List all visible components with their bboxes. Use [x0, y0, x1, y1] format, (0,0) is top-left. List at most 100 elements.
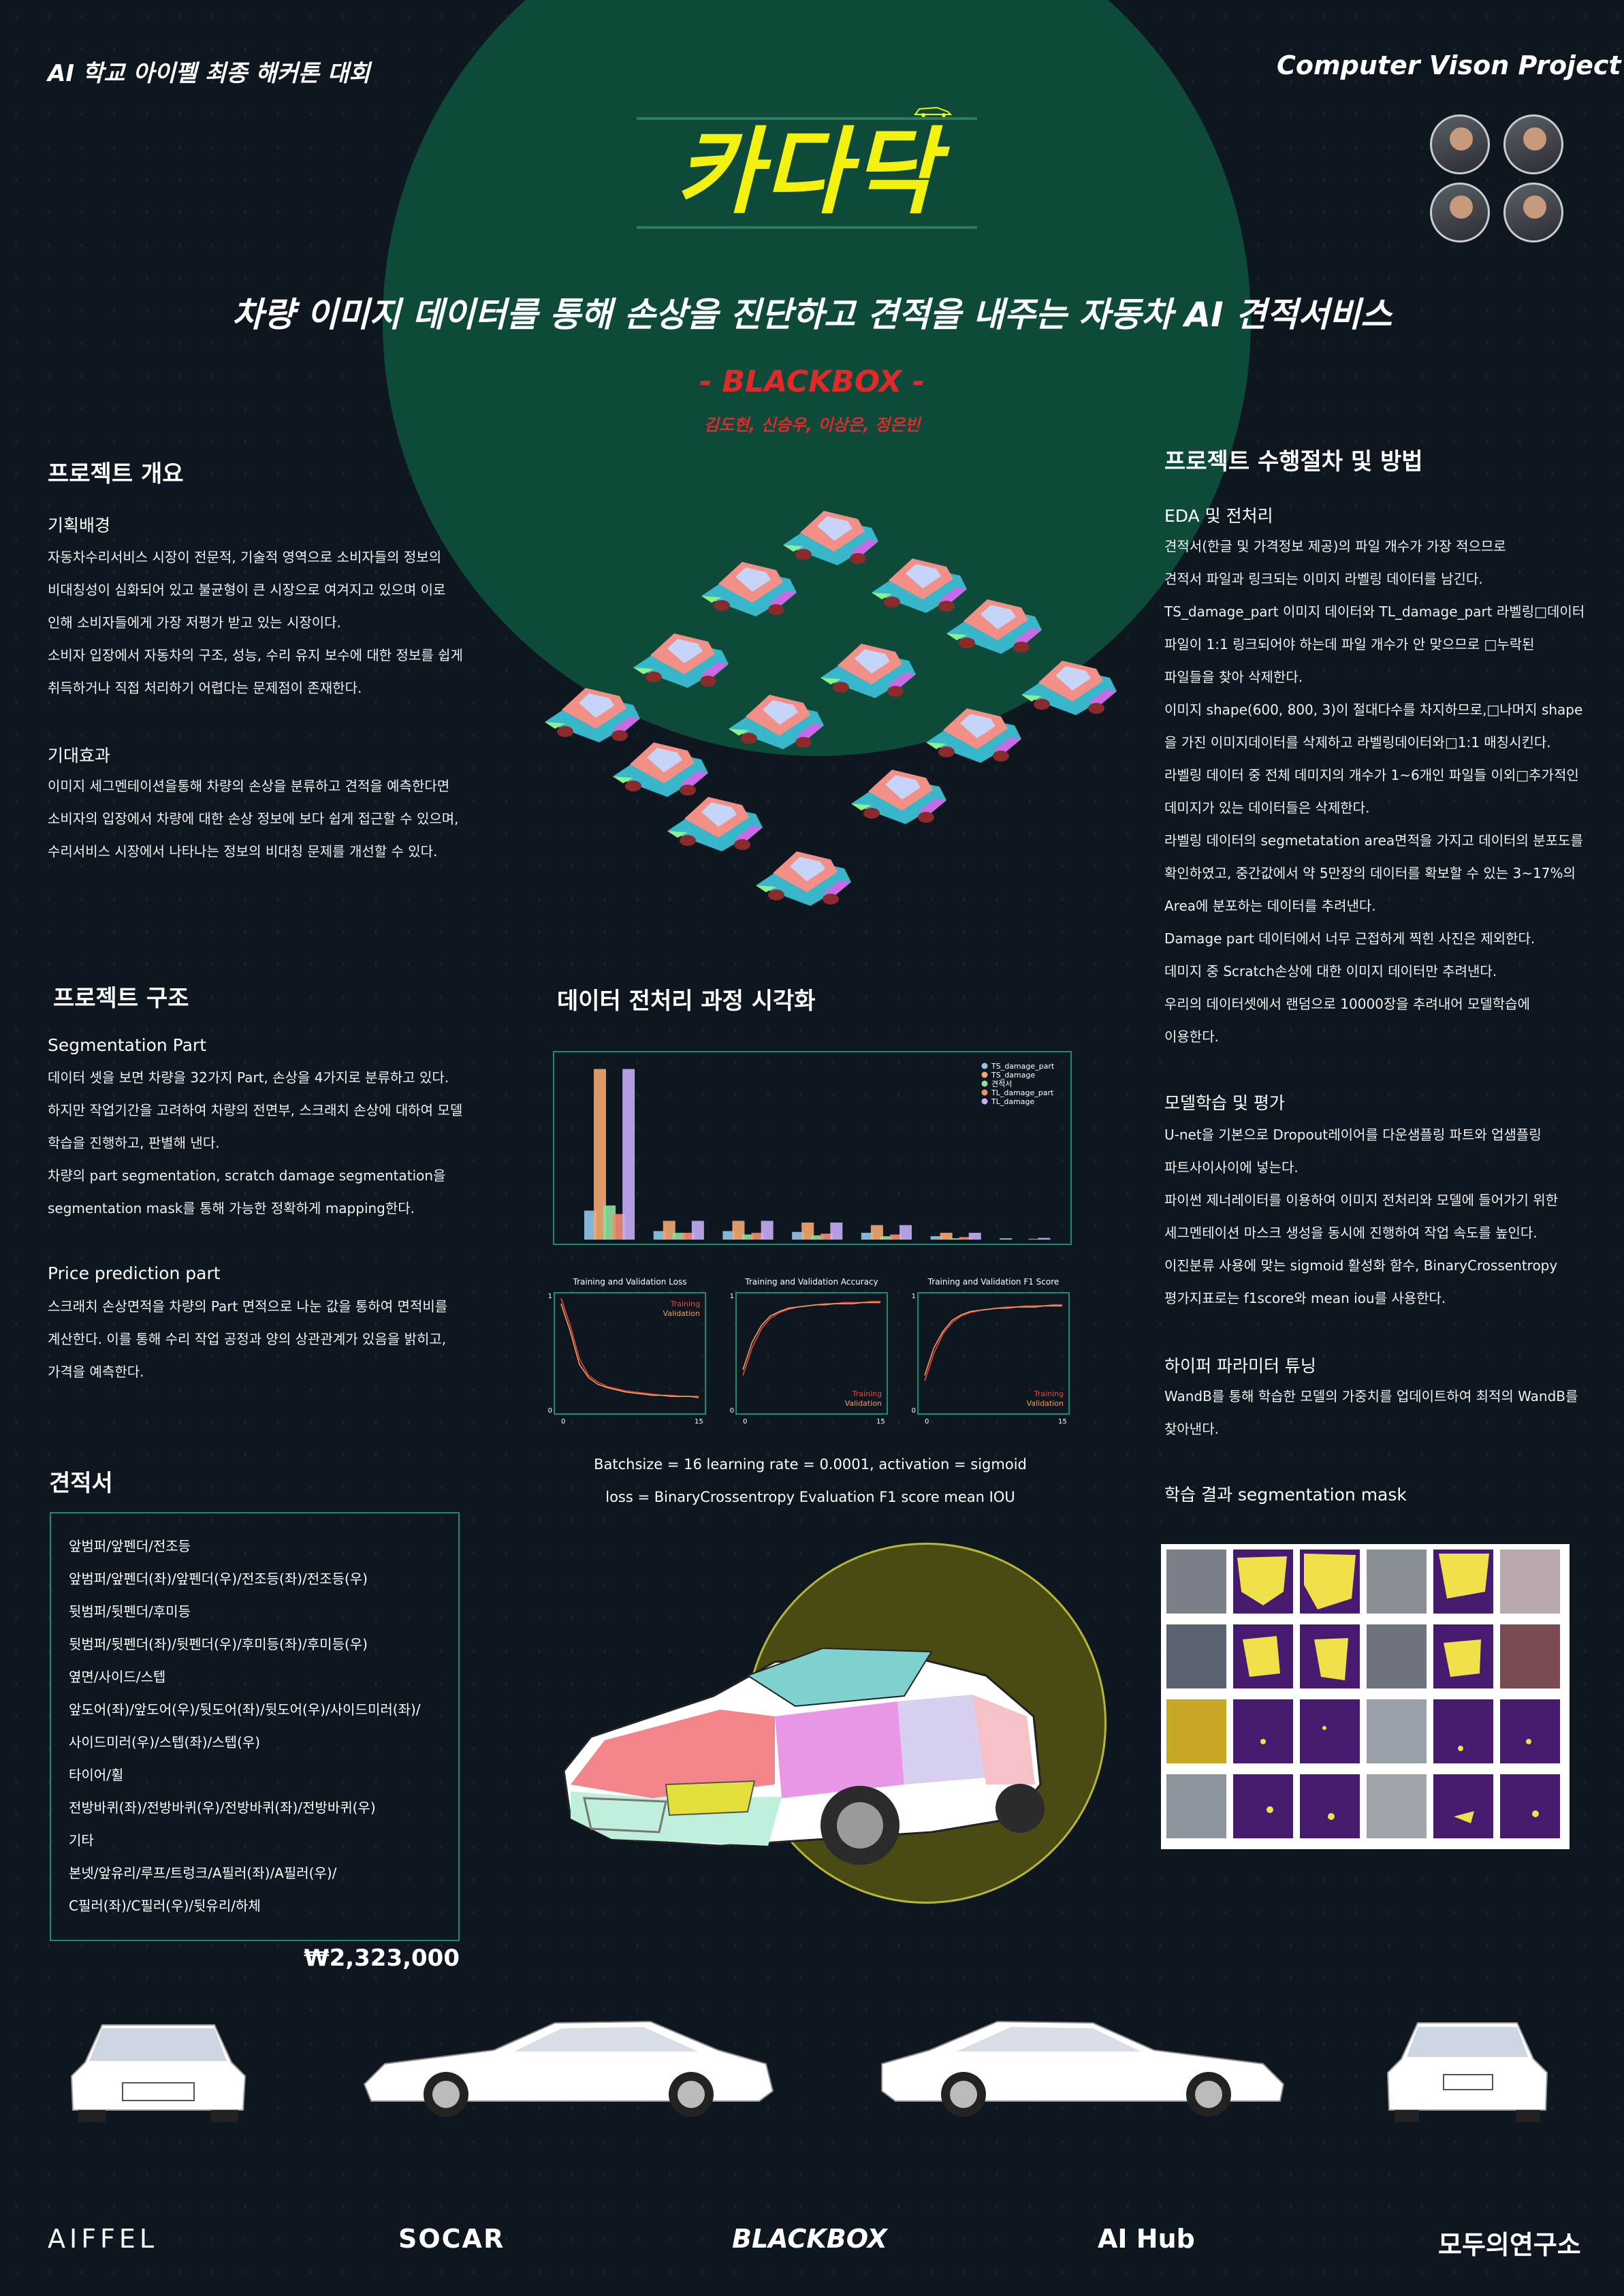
mask-row-3: [1166, 1699, 1560, 1763]
x-tick: 15: [1058, 1418, 1067, 1424]
project-type-title: Computer Vison Project: [1277, 50, 1621, 80]
segmentation-line: 학습을 진행하고, 판별해 낸다.: [48, 1135, 220, 1151]
green-circle-decoration: [383, 0, 1251, 756]
bar-3-6: [1028, 1238, 1041, 1240]
bar-2-4: [880, 1236, 893, 1240]
legend-label: Validation: [845, 1399, 882, 1408]
estimate-line: 전방바퀴(좌)/전방바퀴(우)/전방바퀴(좌)/전방바퀴(우): [69, 1799, 376, 1816]
eda-line: 파일들을 찾아 삭제한다.: [1164, 669, 1303, 685]
structure-title: 프로젝트 구조: [53, 985, 189, 1012]
bar-0-5: [930, 1236, 943, 1240]
y-tick: 1: [912, 1293, 916, 1300]
bar-3-2: [751, 1232, 764, 1240]
car-rear-view: [1386, 2022, 1548, 2122]
line-validation: [924, 1305, 1062, 1376]
legend-swatch: [981, 1071, 988, 1078]
background-line: 비대칭성이 심화되어 있고 불균형이 큰 시장으로 여겨지고 있으며 이로: [48, 582, 446, 598]
bar-1-1: [663, 1221, 675, 1240]
eda-line: Damage part 데이터에서 너무 근접하게 찍힌 사진은 제외한다.: [1164, 930, 1535, 947]
y-tick: 0: [548, 1407, 552, 1415]
bar-0-2: [722, 1231, 735, 1240]
line-training: [560, 1298, 699, 1397]
legend-label: TL_damage_part: [991, 1088, 1054, 1097]
car-side-view-left: [363, 2020, 774, 2117]
eda-line: 우리의 데이터셋에서 랜덤으로 10000장을 추려내어 모델학습에: [1164, 996, 1531, 1012]
mini-car-icon: [914, 106, 953, 117]
estimate-line: 사이드미러(우)/스텝(좌)/스텝(우): [69, 1734, 261, 1750]
effect-line: 수리서비스 시장에서 나타나는 정보의 비대칭 문제를 개선할 수 있다.: [48, 843, 438, 860]
price-part-line: 계산한다. 이를 통해 수리 작업 공정과 양의 상관관계가 있음을 밝히고,: [48, 1331, 447, 1347]
effect-line: 이미지 세그멘테이션을통해 차량의 손상을 분류하고 견적을 예측한다면: [48, 778, 450, 794]
segmentation-line: 차량의 part segmentation, scratch damage se…: [48, 1167, 446, 1184]
legend-label: TS_damage: [991, 1071, 1035, 1080]
method-title: 프로젝트 수행절차 및 방법: [1164, 448, 1423, 475]
estimate-line: 기타: [69, 1832, 94, 1849]
tune-line: 찾아낸다.: [1164, 1421, 1219, 1437]
chart-title: Training and Validation Accuracy: [744, 1277, 878, 1287]
segmentation-title: Segmentation Part: [48, 1035, 207, 1055]
member-avatar-1: [1430, 114, 1490, 174]
background-line: 소비자 입장에서 자동차의 구조, 성능, 수리 유지 보수에 대한 정보를 쉽…: [48, 647, 463, 663]
bar-2-2: [742, 1234, 754, 1240]
train-line: 파이썬 제너레이터를 이용하여 이미지 전처리와 모델에 들어가기 위한: [1164, 1192, 1559, 1208]
car-front-view: [70, 2024, 246, 2122]
bar-3-4: [889, 1234, 902, 1240]
eda-title: EDA 및 전처리: [1164, 506, 1273, 526]
y-tick: 0: [912, 1407, 916, 1415]
member-avatar-2: [1503, 114, 1563, 174]
bar-1-0: [594, 1069, 607, 1240]
y-tick: 1: [730, 1293, 734, 1300]
train-line: 평가지표로는 f1score와 mean iou를 사용한다.: [1164, 1290, 1446, 1306]
f1-chart: Training and Validation F1 Score 1 0 0 15 Tra…: [912, 1277, 1070, 1424]
bar-4-3: [830, 1222, 843, 1240]
bar-1-5: [940, 1232, 953, 1240]
bar-0-3: [792, 1231, 805, 1240]
segmentation-line: 하지만 작업기간을 고려하여 차량의 전면부, 스크래치 손상에 대하여 모델: [48, 1102, 463, 1118]
logo-text: 카다닥: [675, 117, 939, 227]
chart-title: Training and Validation Loss: [573, 1277, 687, 1287]
blackbox-logo: BLACKBOX: [732, 2224, 887, 2254]
price-part-title: Price prediction part: [48, 1263, 221, 1283]
result-title: 학습 결과 segmentation mask: [1164, 1485, 1407, 1505]
member-avatar-4: [1503, 183, 1563, 242]
legend-label: Validation: [663, 1309, 700, 1318]
background-text: 자동차수리서비스 시장이 전문적, 기술적 영역으로 소비자들의 정보의 비대칭…: [48, 541, 483, 704]
bar-1-4: [870, 1225, 883, 1240]
caption-line: Batchsize = 16 learning rate = 0.0001, a…: [594, 1456, 1027, 1473]
segmentation-mask-grid: [1161, 1544, 1570, 1849]
estimate-line: 옆면/사이드/스텝: [69, 1669, 166, 1685]
background-line: 취득하거나 직접 처리하기 어렵다는 문제점이 존재한다.: [48, 680, 362, 696]
legend-label: TS_damage_part: [991, 1062, 1055, 1071]
mask-row-4: [1166, 1774, 1560, 1838]
estimate-line: 앞도어(좌)/앞도어(우)/뒷도어(좌)/뒷도어(우)/사이드미러(좌)/: [69, 1701, 421, 1718]
legend-label: TL_damage: [991, 1097, 1035, 1106]
aihub-logo: AI Hub: [1098, 2224, 1195, 2254]
bar-4-4: [899, 1225, 912, 1240]
caption-line: loss = BinaryCrossentropy Evaluation F1 …: [605, 1489, 1015, 1505]
train-line: 세그멘테이션 마스크 생성을 동시에 진행하여 작업 속도를 높인다.: [1164, 1225, 1538, 1241]
price-part-line: 스크래치 손상면적을 차량의 Part 면적으로 나눈 값을 통하여 면적비를: [48, 1298, 448, 1315]
bar-4-6: [1038, 1238, 1051, 1240]
estimate-line: 앞범퍼/앞펜더(좌)/앞펜더(우)/전조등(좌)/전조등(우): [69, 1571, 368, 1587]
aiffel-logo: AIFFEL: [48, 2224, 159, 2254]
tune-text: WandB를 통해 학습한 모델의 가중치를 업데이트하여 최적의 WandB를…: [1164, 1380, 1587, 1445]
effect-title: 기대효과: [48, 746, 111, 766]
segmentation-line: 데이터 셋을 보면 차량을 32가지 Part, 손상을 4가지로 분류하고 있…: [48, 1069, 449, 1086]
effect-text: 이미지 세그멘테이션을통해 차량의 손상을 분류하고 견적을 예측한다면 소비자…: [48, 770, 483, 868]
estimate-price: ₩2,323,000: [304, 1945, 460, 1972]
eda-line: 이미지 shape(600, 800, 3)이 절대다수를 차지하므로,□나머지…: [1164, 702, 1583, 718]
eda-line: 데미지가 있는 데이터들은 삭제한다.: [1164, 800, 1370, 816]
estimate-box: 앞범퍼/앞펜더/전조등 앞범퍼/앞펜더(좌)/앞펜더(우)/전조등(좌)/전조등…: [50, 1512, 460, 1941]
effect-line: 소비자의 입장에서 차량에 대한 손상 정보에 보다 쉽게 접근할 수 있으며,: [48, 811, 459, 827]
legend-label: Training: [1034, 1389, 1064, 1398]
y-tick: 1: [548, 1293, 552, 1300]
estimate-line: 뒷범퍼/뒷펜더(좌)/뒷펜더(우)/후미등(좌)/후미등(우): [69, 1636, 368, 1652]
background-line: 인해 소비자들에게 가장 저평가 받고 있는 시장이다.: [48, 614, 341, 631]
chart-frame: [735, 1292, 888, 1415]
bar-4-2: [761, 1221, 774, 1240]
train-line: 이진분류 사용에 맞는 sigmoid 활성화 함수, BinaryCrosse…: [1164, 1257, 1558, 1274]
accuracy-chart: Training and Validation Accuracy 1 0 0 15 Tra…: [730, 1277, 888, 1424]
line-training: [924, 1304, 1062, 1381]
estimate-title: 견적서: [49, 1470, 113, 1497]
car-side-view-right: [881, 2020, 1285, 2117]
